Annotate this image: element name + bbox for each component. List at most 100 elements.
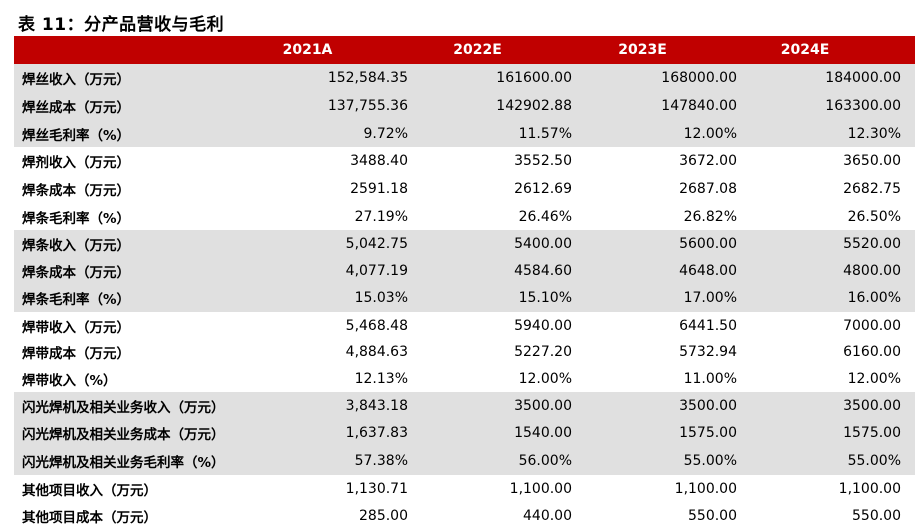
value-cell: 2687.08 xyxy=(679,181,737,197)
table-row: 闪光焊机及相关业务收入（万元） 3,843.18 3500.00 3500.00 350… xyxy=(14,392,915,419)
value-cell: 3672.00 xyxy=(679,153,737,169)
value-cell: 184000.00 xyxy=(825,70,901,86)
value-cell: 4,884.63 xyxy=(345,344,408,360)
table-title: 表 11：分产品营收与毛利 xyxy=(18,15,225,35)
value-cell: 5,468.48 xyxy=(345,317,408,334)
value-cell: 12.00% xyxy=(518,370,572,387)
value-cell: 15.10% xyxy=(518,290,572,306)
value-cell: 147840.00 xyxy=(661,98,737,114)
value-cell: 16.00% xyxy=(847,290,901,306)
row-group: 焊带收入（万元） 5,468.48 5940.00 6441.50 7000.00 焊带成… xyxy=(14,312,915,392)
value-cell: 3500.00 xyxy=(843,397,901,414)
value-cell: 550.00 xyxy=(852,507,901,524)
table-row: 焊条毛利率（%） 15.03% 15.10% 17.00% 16.00% xyxy=(14,284,915,312)
value-cell: 4800.00 xyxy=(843,262,901,279)
row-label: 焊带成本（万元） xyxy=(22,346,130,362)
header-cell-2022e: 2022E xyxy=(453,42,502,58)
value-cell: 2612.69 xyxy=(514,181,572,197)
row-label: 焊丝收入（万元） xyxy=(22,72,130,88)
value-cell: 168000.00 xyxy=(661,70,737,86)
table-row: 闪光焊机及相关业务成本（万元） 1,637.83 1540.00 1575.00 157… xyxy=(14,419,915,447)
row-label: 闪光焊机及相关业务成本（万元） xyxy=(22,427,225,443)
value-cell: 12.00% xyxy=(683,125,737,142)
value-cell: 440.00 xyxy=(523,507,572,524)
row-label: 闪光焊机及相关业务收入（万元） xyxy=(22,399,225,416)
value-cell: 5227.20 xyxy=(514,344,572,360)
table-row: 其他项目收入（万元） 1,130.71 1,100.00 1,100.00 1,100.… xyxy=(14,475,915,502)
value-cell: 55.00% xyxy=(683,453,737,469)
row-label: 焊条收入（万元） xyxy=(22,237,130,254)
value-cell: 11.57% xyxy=(518,125,572,142)
row-group: 其他项目收入（万元） 1,130.71 1,100.00 1,100.00 1,100.… xyxy=(14,475,915,529)
row-label: 焊条成本（万元） xyxy=(22,183,130,199)
value-cell: 5600.00 xyxy=(679,235,737,252)
table-row: 焊条毛利率（%） 27.19% 26.46% 26.82% 26.50% xyxy=(14,203,915,230)
value-cell: 137,755.36 xyxy=(327,98,408,114)
table-row: 焊剂收入（万元） 3488.40 3552.50 3672.00 3650.00 xyxy=(14,147,915,175)
value-cell: 7000.00 xyxy=(843,317,901,334)
table-header-row: 2021A 2022E 2023E 2024E xyxy=(14,36,915,64)
value-cell: 5732.94 xyxy=(679,344,737,360)
revenue-margin-table: 2021A 2022E 2023E 2024E 焊丝收入（万元） 152,584.… xyxy=(14,36,915,529)
value-cell: 285.00 xyxy=(359,507,408,524)
table-row: 其他项目成本（万元） 285.00 440.00 550.00 550.00 xyxy=(14,502,915,529)
table-row: 焊条收入（万元） 5,042.75 5400.00 5600.00 5520.00 xyxy=(14,230,915,257)
value-cell: 57.38% xyxy=(354,453,408,469)
value-cell: 1,637.83 xyxy=(345,425,408,441)
value-cell: 3500.00 xyxy=(514,397,572,414)
row-label: 其他项目收入（万元） xyxy=(22,482,157,499)
value-cell: 4,077.19 xyxy=(345,262,408,279)
value-cell: 55.00% xyxy=(847,453,901,469)
value-cell: 9.72% xyxy=(363,125,408,142)
value-cell: 2591.18 xyxy=(350,181,408,197)
header-cell-2021a: 2021A xyxy=(282,42,333,58)
row-label: 焊丝毛利率（%） xyxy=(22,127,131,144)
row-label: 焊条毛利率（%） xyxy=(22,292,131,308)
value-cell: 142902.88 xyxy=(496,98,572,114)
table-row: 焊带收入（万元） 5,468.48 5940.00 6441.50 7000.00 xyxy=(14,312,915,339)
value-cell: 5940.00 xyxy=(514,317,572,334)
header-cell-2024e: 2024E xyxy=(780,42,830,58)
value-cell: 3552.50 xyxy=(514,153,572,169)
value-cell: 1,130.71 xyxy=(345,480,408,497)
value-cell: 6160.00 xyxy=(843,344,901,360)
row-group: 焊剂收入（万元） 3488.40 3552.50 3672.00 3650.00 焊条成本… xyxy=(14,147,915,230)
value-cell: 56.00% xyxy=(518,453,572,469)
value-cell: 26.82% xyxy=(683,208,737,225)
row-label: 焊带收入（万元） xyxy=(22,319,130,336)
value-cell: 5400.00 xyxy=(514,235,572,252)
value-cell: 15.03% xyxy=(354,290,408,306)
row-label: 焊条成本（万元） xyxy=(22,264,130,281)
table-row: 焊条成本（万元） 2591.18 2612.69 2687.08 2682.75 xyxy=(14,175,915,203)
table-row: 焊带收入（%） 12.13% 12.00% 11.00% 12.00% xyxy=(14,365,915,392)
table-row: 闪光焊机及相关业务毛利率（%） 57.38% 56.00% 55.00% 55.00% xyxy=(14,447,915,475)
row-group: 焊丝收入（万元） 152,584.35 161600.00 168000.00 1840… xyxy=(14,64,915,147)
value-cell: 550.00 xyxy=(688,507,737,524)
header-cell-2023e: 2023E xyxy=(618,42,667,58)
table-row: 焊条成本（万元） 4,077.19 4584.60 4648.00 4800.00 xyxy=(14,257,915,284)
table-row: 焊带成本（万元） 4,884.63 5227.20 5732.94 6160.00 xyxy=(14,339,915,365)
value-cell: 27.19% xyxy=(354,208,408,225)
value-cell: 1575.00 xyxy=(843,425,901,441)
row-group: 闪光焊机及相关业务收入（万元） 3,843.18 3500.00 3500.00 350… xyxy=(14,392,915,475)
value-cell: 12.30% xyxy=(847,125,901,142)
value-cell: 1540.00 xyxy=(514,425,572,441)
table-row: 焊丝收入（万元） 152,584.35 161600.00 168000.00 1840… xyxy=(14,64,915,92)
row-label: 焊丝成本（万元） xyxy=(22,100,130,116)
value-cell: 1,100.00 xyxy=(674,480,737,497)
value-cell: 5520.00 xyxy=(843,235,901,252)
value-cell: 26.46% xyxy=(518,208,572,225)
value-cell: 1575.00 xyxy=(679,425,737,441)
value-cell: 26.50% xyxy=(847,208,901,225)
value-cell: 1,100.00 xyxy=(509,480,572,497)
value-cell: 17.00% xyxy=(683,290,737,306)
value-cell: 5,042.75 xyxy=(345,235,408,252)
value-cell: 152,584.35 xyxy=(327,70,408,86)
row-label: 焊条毛利率（%） xyxy=(22,210,131,227)
row-group: 焊条收入（万元） 5,042.75 5400.00 5600.00 5520.00 焊条成… xyxy=(14,230,915,312)
table-row: 焊丝毛利率（%） 9.72% 11.57% 12.00% 12.30% xyxy=(14,120,915,147)
value-cell: 3488.40 xyxy=(350,153,408,169)
value-cell: 12.13% xyxy=(354,370,408,387)
value-cell: 3650.00 xyxy=(843,153,901,169)
value-cell: 1,100.00 xyxy=(838,480,901,497)
